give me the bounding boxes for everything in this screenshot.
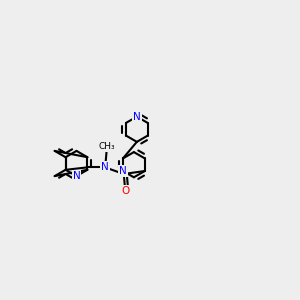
Text: N: N: [119, 166, 127, 176]
Text: CH₃: CH₃: [98, 142, 115, 151]
Text: N: N: [73, 171, 80, 181]
Text: N: N: [101, 162, 109, 172]
Text: N: N: [133, 112, 141, 122]
Text: O: O: [121, 186, 129, 197]
